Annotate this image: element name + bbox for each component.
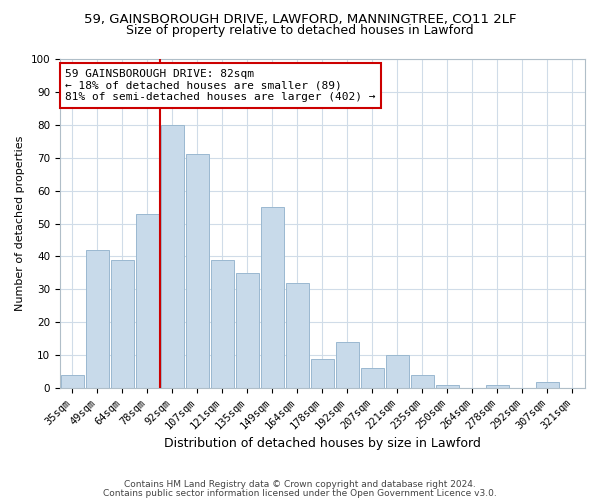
Bar xyxy=(410,375,434,388)
Bar xyxy=(86,250,109,388)
Bar xyxy=(110,260,134,388)
Text: 59, GAINSBOROUGH DRIVE, LAWFORD, MANNINGTREE, CO11 2LF: 59, GAINSBOROUGH DRIVE, LAWFORD, MANNING… xyxy=(84,12,516,26)
Bar xyxy=(311,358,334,388)
Bar xyxy=(161,125,184,388)
Y-axis label: Number of detached properties: Number of detached properties xyxy=(15,136,25,312)
Bar xyxy=(260,207,284,388)
Bar xyxy=(136,214,159,388)
Text: Contains public sector information licensed under the Open Government Licence v3: Contains public sector information licen… xyxy=(103,488,497,498)
Bar xyxy=(485,385,509,388)
Bar xyxy=(335,342,359,388)
Bar xyxy=(536,382,559,388)
Bar xyxy=(211,260,235,388)
Bar xyxy=(185,154,209,388)
Bar xyxy=(236,273,259,388)
Bar xyxy=(386,355,409,388)
Bar xyxy=(436,385,460,388)
Text: 59 GAINSBOROUGH DRIVE: 82sqm
← 18% of detached houses are smaller (89)
81% of se: 59 GAINSBOROUGH DRIVE: 82sqm ← 18% of de… xyxy=(65,69,376,102)
Bar xyxy=(361,368,385,388)
Bar xyxy=(286,283,310,388)
Text: Contains HM Land Registry data © Crown copyright and database right 2024.: Contains HM Land Registry data © Crown c… xyxy=(124,480,476,489)
Text: Size of property relative to detached houses in Lawford: Size of property relative to detached ho… xyxy=(126,24,474,37)
Bar xyxy=(61,375,84,388)
X-axis label: Distribution of detached houses by size in Lawford: Distribution of detached houses by size … xyxy=(164,437,481,450)
